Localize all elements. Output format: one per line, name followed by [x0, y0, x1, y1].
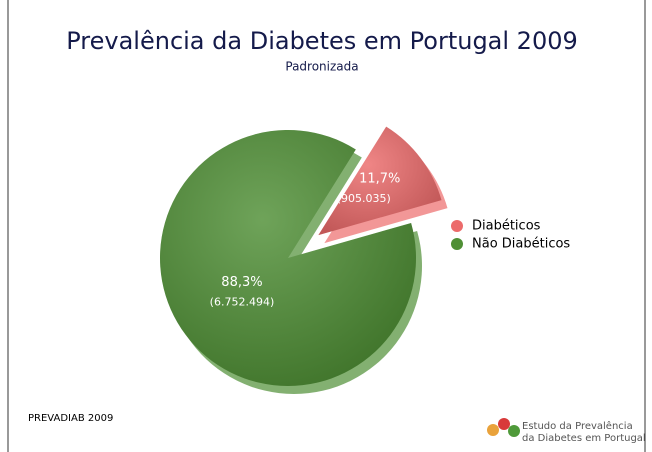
logo-dot — [487, 424, 499, 436]
value-label: 11,7% — [359, 172, 400, 187]
source: PREVADIAB 2009 — [28, 413, 113, 424]
logo-text: Estudo da Prevalência — [522, 420, 633, 432]
legend-swatch — [451, 238, 463, 250]
value-label: 88,3% — [221, 275, 262, 290]
logo-dot — [498, 418, 510, 430]
legend-label: Não Diabéticos — [472, 237, 570, 252]
count-label: (6.752.494) — [210, 296, 275, 309]
pie: 11,7% (905.035) 88,3% (6.752.494) — [159, 126, 448, 395]
chart-title: Prevalência da Diabetes em Portugal 2009 — [66, 27, 578, 55]
count-label: (905.035) — [337, 192, 391, 205]
legend: Diabéticos Não Diabéticos — [451, 219, 570, 252]
logo-text: da Diabetes em Portugal — [522, 433, 646, 444]
logo: Estudo da Prevalência da Diabetes em Por… — [487, 418, 646, 444]
logo-dot — [508, 425, 520, 437]
chart-subtitle: Padronizada — [285, 60, 358, 74]
legend-label: Diabéticos — [472, 219, 541, 234]
legend-swatch — [451, 220, 463, 232]
